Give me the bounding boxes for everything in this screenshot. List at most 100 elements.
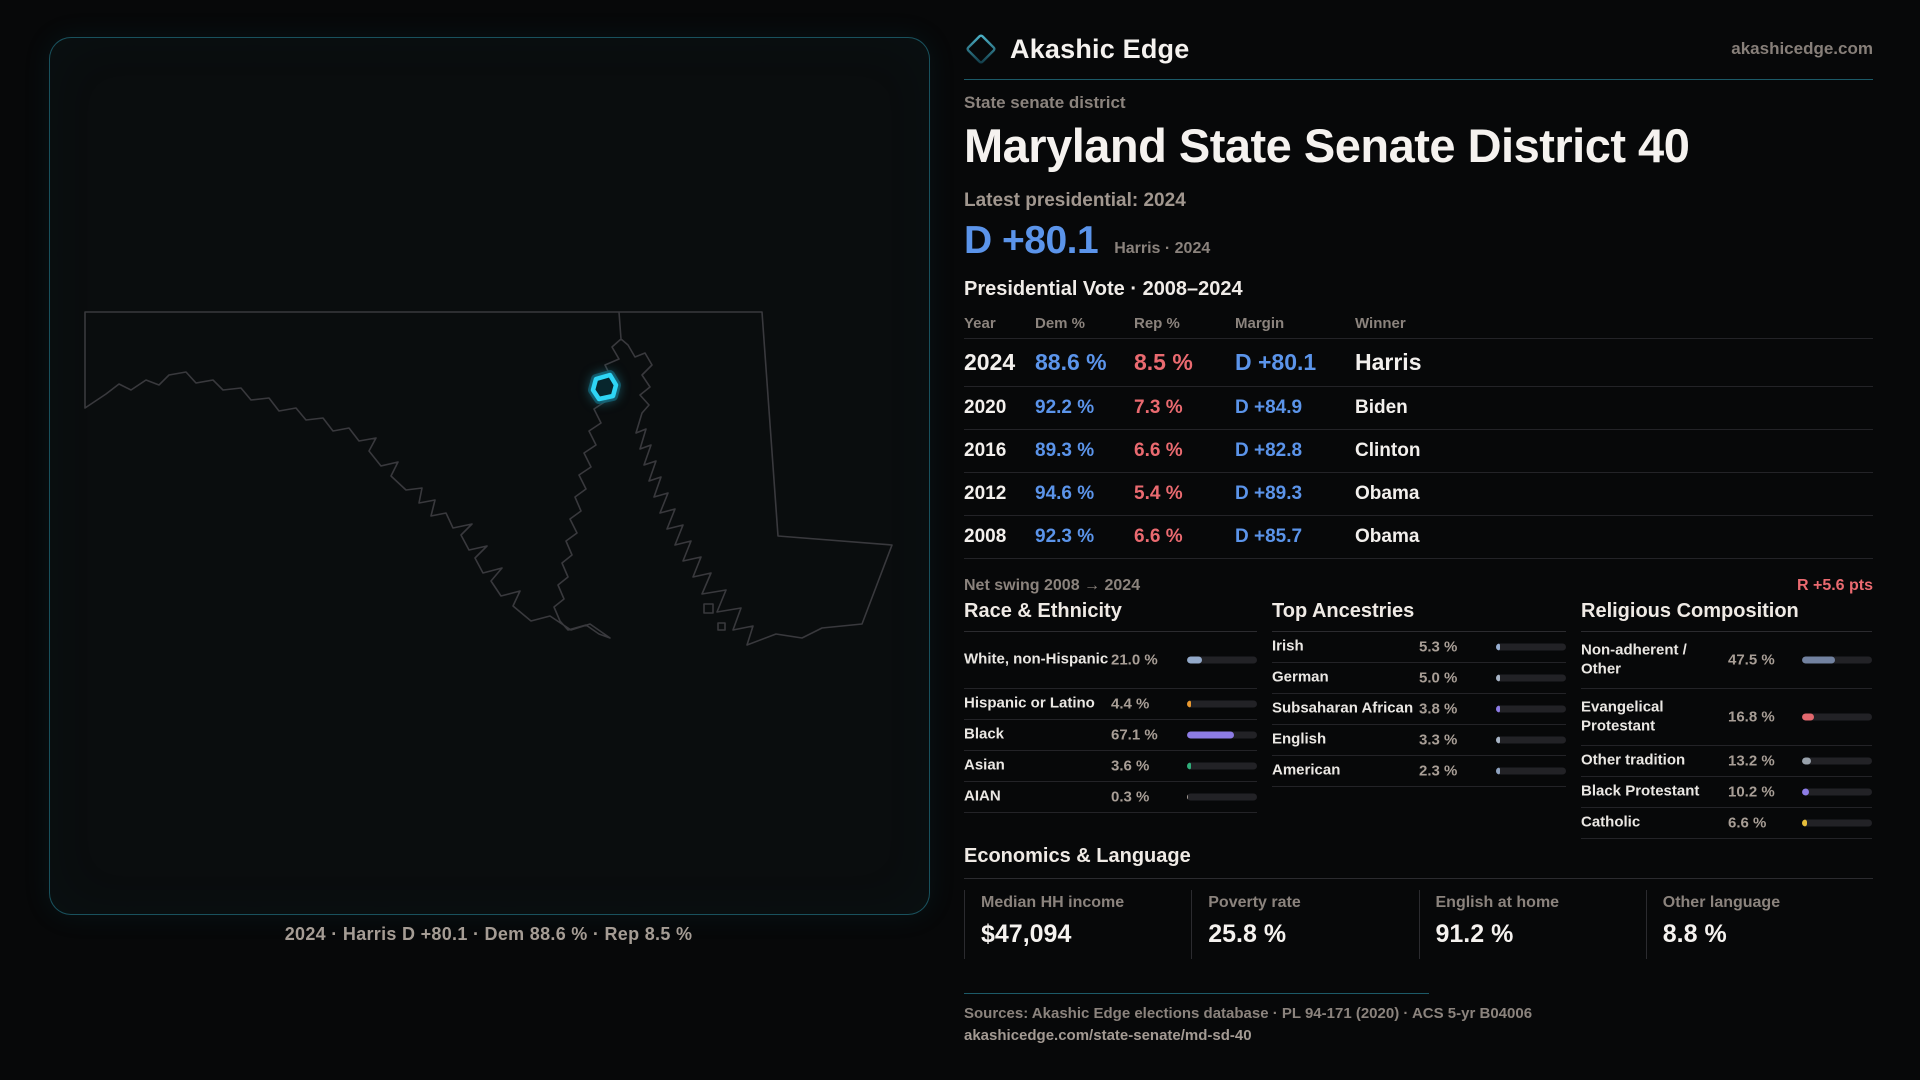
stat-value: 3.8 %	[1419, 700, 1458, 718]
table-row: 2008 92.3 % 6.6 % D +85.7 Obama	[964, 516, 1873, 559]
cell-year: 2020	[964, 397, 1007, 418]
stat-label: Non-adherent / Other	[1581, 641, 1687, 677]
stat-bar-track	[1802, 656, 1872, 664]
page-title: Maryland State Senate District 40	[964, 119, 1690, 172]
stat-bar-track	[1187, 762, 1257, 770]
cell-year: 2008	[964, 526, 1007, 547]
stat-label: Hispanic or Latino	[964, 694, 1095, 712]
stat-row: Hispanic or Latino 4.4 %	[964, 689, 1257, 720]
district-type-label: State senate district	[964, 93, 1126, 112]
stat-row: German 5.0 %	[1272, 663, 1566, 694]
stat-row: Evangelical Protestant 16.8 %	[1581, 689, 1872, 746]
table-row: 2016 89.3 % 6.6 % D +82.8 Clinton	[964, 430, 1873, 473]
stat-value: 21.0 %	[1111, 651, 1158, 669]
cell-dem: 92.3 %	[1035, 526, 1095, 547]
island-outline	[703, 603, 714, 614]
stat-row: Black Protestant 10.2 %	[1581, 777, 1872, 808]
cell-margin: D +84.9	[1235, 397, 1303, 418]
cell-year: 2024	[964, 349, 1016, 375]
stat-row: American 2.3 %	[1272, 756, 1566, 787]
cell-rep: 5.4 %	[1134, 483, 1183, 504]
island-outline	[717, 622, 726, 631]
stat-bar-fill	[1496, 736, 1501, 744]
cell-winner: Obama	[1355, 526, 1420, 547]
cell-dem: 89.3 %	[1035, 440, 1095, 461]
stat-row: Black 67.1 %	[964, 720, 1257, 751]
col-year: Year	[964, 314, 996, 332]
section-divider	[1581, 631, 1872, 632]
cell-dem: 88.6 %	[1035, 349, 1107, 375]
stat-block: Other language 8.8 %	[1645, 890, 1873, 959]
cell-winner: Biden	[1355, 397, 1408, 418]
religion-section: Religious Composition Non-adherent / Oth…	[1581, 600, 1872, 839]
state-outline	[84, 311, 893, 646]
latest-presidential-label: Latest presidential: 2024	[964, 190, 1186, 211]
stat-bar-fill	[1802, 656, 1836, 664]
stat-bar-track	[1802, 757, 1872, 765]
stat-value: 5.0 %	[1419, 669, 1458, 687]
stat-label: English	[1272, 730, 1327, 748]
section-heading: Religious Composition	[1581, 600, 1799, 622]
stat-label: Median HH income	[981, 894, 1125, 911]
maryland-map	[84, 311, 893, 646]
stat-label: American	[1272, 761, 1341, 779]
section-divider	[1272, 631, 1566, 632]
col-margin: Margin	[1235, 314, 1285, 332]
stat-value: 10.2 %	[1728, 783, 1775, 801]
stat-label: Black	[964, 725, 1005, 743]
stat-bar-track	[1802, 819, 1872, 827]
stat-value: 13.2 %	[1728, 752, 1775, 770]
stat-row: Catholic 6.6 %	[1581, 808, 1872, 839]
stat-value: $47,094	[981, 920, 1072, 948]
stat-row: Other tradition 13.2 %	[1581, 746, 1872, 777]
stat-row: English 3.3 %	[1272, 725, 1566, 756]
section-divider	[964, 631, 1257, 632]
stat-label: White, non-Hispanic	[964, 650, 1109, 668]
stat-value: 91.2 %	[1435, 920, 1514, 948]
stat-row: Asian 3.6 %	[964, 751, 1257, 782]
economics-divider	[964, 878, 1873, 879]
stat-value: 16.8 %	[1728, 708, 1775, 726]
col-rep: Rep %	[1134, 314, 1180, 332]
stat-label: German	[1272, 668, 1329, 686]
stat-block: Median HH income $47,094	[964, 890, 1191, 959]
net-swing-value: R +5.6 pts	[1796, 577, 1873, 594]
stat-value: 0.3 %	[1111, 788, 1150, 806]
detail-panel: Akashic Edge akashicedge.com State senat…	[964, 0, 1873, 1080]
stat-bar-fill	[1496, 767, 1501, 775]
section-heading: Race & Ethnicity	[964, 600, 1122, 622]
cell-rep: 8.5 %	[1134, 349, 1193, 375]
race-ethnicity-section: Race & Ethnicity White, non-Hispanic 21.…	[964, 600, 1257, 839]
stat-bar-fill	[1187, 762, 1192, 770]
district-marker	[590, 372, 619, 402]
stat-label: Other language	[1662, 894, 1781, 911]
stat-block: English at home 91.2 %	[1418, 890, 1646, 959]
net-swing-label: Net swing 2008 → 2024	[964, 577, 1141, 594]
stat-bar-track	[1187, 731, 1257, 739]
stat-value: 3.6 %	[1111, 757, 1150, 775]
stat-label: Other tradition	[1581, 751, 1686, 769]
stat-bar-track	[1496, 705, 1566, 713]
stat-bar-track	[1187, 656, 1257, 664]
economics-heading: Economics & Language	[964, 845, 1191, 867]
cell-margin: D +85.7	[1235, 526, 1303, 547]
stat-bar-track	[1496, 736, 1566, 744]
stat-row: AIAN 0.3 %	[964, 782, 1257, 813]
net-swing-row: Net swing 2008 → 2024 R +5.6 pts	[964, 569, 1873, 595]
stat-bar-fill	[1802, 788, 1810, 796]
stat-label: Evangelical Protestant	[1581, 698, 1664, 734]
ancestries-section: Top Ancestries Irish 5.3 % German 5.0 % …	[1272, 600, 1566, 839]
stat-label: Catholic	[1581, 813, 1641, 831]
stat-bar-fill	[1187, 656, 1202, 664]
cell-winner: Obama	[1355, 483, 1420, 504]
cell-dem: 92.2 %	[1035, 397, 1095, 418]
stat-bar-track	[1496, 767, 1566, 775]
headline-margin: D +80.1 Harris · 2024	[964, 219, 1210, 263]
table-row: 2012 94.6 % 5.4 % D +89.3 Obama	[964, 473, 1873, 516]
col-winner: Winner	[1355, 314, 1406, 332]
headline-margin-context: Harris · 2024	[1114, 240, 1211, 257]
table-title: Presidential Vote · 2008–2024	[964, 278, 1243, 300]
stat-bar-fill	[1802, 713, 1814, 721]
cell-margin: D +89.3	[1235, 483, 1303, 504]
stat-value: 5.3 %	[1419, 638, 1458, 656]
